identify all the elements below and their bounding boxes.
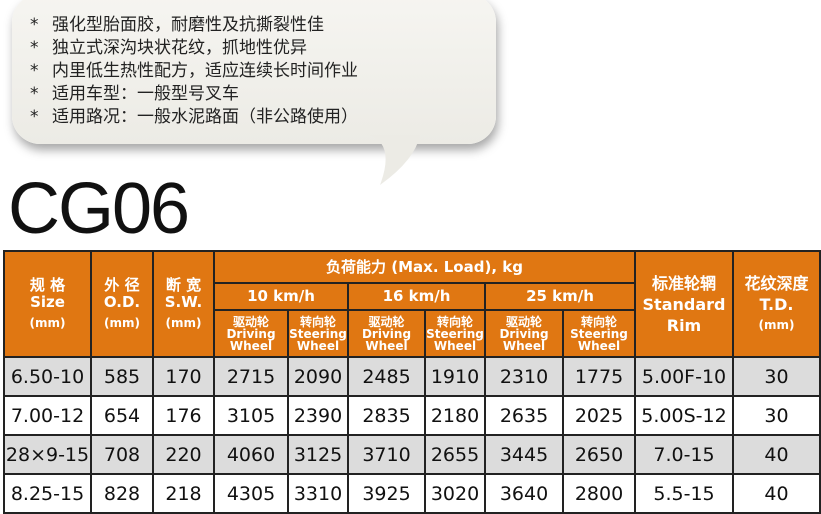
table-cell: 28×9-15 — [3, 434, 92, 475]
feature-item: * 独立式深沟块状花纹，抓地性优异 — [30, 38, 307, 58]
table-cell: 585 — [90, 356, 154, 397]
table-cell: 654 — [90, 395, 154, 436]
feature-item: * 适用车型：一般型号叉车 — [30, 84, 239, 104]
table-cell: 170 — [152, 356, 215, 397]
header-steering-wheel: 转向轮 Steering Wheel — [287, 309, 349, 358]
table-cell: 2835 — [347, 395, 426, 436]
table-cell: 2650 — [562, 434, 636, 475]
header-rim: 标准轮辋 Standard Rim — [634, 250, 734, 358]
table-row: 6.50-10 585 170 2715 2090 2485 1910 2310 1775 5.0… — [3, 356, 821, 397]
feature-callout — [12, 0, 496, 144]
header-sw: 断 宽 S.W. (mm) — [152, 250, 215, 358]
table-cell: 828 — [90, 473, 154, 514]
table-row: 28×9-15 708 220 4060 3125 3710 2655 3445 2650 7.0… — [3, 434, 821, 475]
table-cell: 2800 — [562, 473, 636, 514]
table-cell: 2390 — [287, 395, 349, 436]
header-max-load: 负荷能力 (Max. Load), kg — [213, 250, 636, 284]
table-cell: 2310 — [484, 356, 564, 397]
table-cell: 176 — [152, 395, 215, 436]
table-row: 8.25-15 828 218 4305 3310 3925 3020 3640 2800 5.5… — [3, 473, 821, 514]
callout-tail — [370, 135, 420, 185]
table-cell: 2655 — [424, 434, 486, 475]
table-cell: 1775 — [562, 356, 636, 397]
table-cell: 218 — [152, 473, 215, 514]
feature-item: * 适用路况：一般水泥路面（非公路使用） — [30, 107, 358, 127]
table-cell: 5.5-15 — [634, 473, 734, 514]
table-cell: 2635 — [484, 395, 564, 436]
header-speed: 10 km/h — [213, 282, 349, 311]
table-cell: 40 — [732, 473, 821, 514]
table-cell: 30 — [732, 356, 821, 397]
table-cell: 3020 — [424, 473, 486, 514]
feature-item: * 内里低生热性配方，适应连续长时间作业 — [30, 61, 358, 81]
table-cell: 2025 — [562, 395, 636, 436]
header-driving-wheel: 驱动轮 Driving Wheel — [347, 309, 426, 358]
table-cell: 7.00-12 — [3, 395, 92, 436]
header-steering-wheel: 转向轮 Steering Wheel — [424, 309, 486, 358]
table-cell: 3925 — [347, 473, 426, 514]
table-cell: 3310 — [287, 473, 349, 514]
header-size: 规 格 Size (mm) — [3, 250, 92, 358]
table-cell: 5.00S-12 — [634, 395, 734, 436]
table-row: 7.00-12 654 176 3105 2390 2835 2180 2635 2025 5.0… — [3, 395, 821, 436]
table-cell: 6.50-10 — [3, 356, 92, 397]
header-speed: 16 km/h — [347, 282, 486, 311]
table-cell: 1910 — [424, 356, 486, 397]
table-cell: 3125 — [287, 434, 349, 475]
table-cell: 2715 — [213, 356, 289, 397]
table-cell: 3445 — [484, 434, 564, 475]
table-cell: 4305 — [213, 473, 289, 514]
table-cell: 30 — [732, 395, 821, 436]
spec-table: 规 格 Size (mm) 外 径 O.D. (mm) 断 宽 S.W. (mm) 负荷能力… — [3, 250, 821, 514]
table-cell: 3640 — [484, 473, 564, 514]
table-cell: 2090 — [287, 356, 349, 397]
header-td: 花纹深度 T.D. (mm) — [732, 250, 821, 358]
header-driving-wheel: 驱动轮 Driving Wheel — [213, 309, 289, 358]
table-cell: 3105 — [213, 395, 289, 436]
header-driving-wheel: 驱动轮 Driving Wheel — [484, 309, 564, 358]
feature-list: * 强化型胎面胶，耐磨性及抗撕裂性佳 * 独立式深沟块状花纹，抓地性优异 * 内里低生… — [30, 14, 358, 129]
model-title: CG06 — [8, 169, 190, 249]
table-cell: 3710 — [347, 434, 426, 475]
feature-item: * 强化型胎面胶，耐磨性及抗撕裂性佳 — [30, 15, 324, 35]
header-steering-wheel: 转向轮 Steering Wheel — [562, 309, 636, 358]
table-cell: 2485 — [347, 356, 426, 397]
table-cell: 220 — [152, 434, 215, 475]
table-cell: 40 — [732, 434, 821, 475]
table-cell: 4060 — [213, 434, 289, 475]
table-cell: 2180 — [424, 395, 486, 436]
table-cell: 8.25-15 — [3, 473, 92, 514]
header-speed: 25 km/h — [484, 282, 636, 311]
header-od: 外 径 O.D. (mm) — [90, 250, 154, 358]
table-cell: 5.00F-10 — [634, 356, 734, 397]
table-cell: 7.0-15 — [634, 434, 734, 475]
table-cell: 708 — [90, 434, 154, 475]
